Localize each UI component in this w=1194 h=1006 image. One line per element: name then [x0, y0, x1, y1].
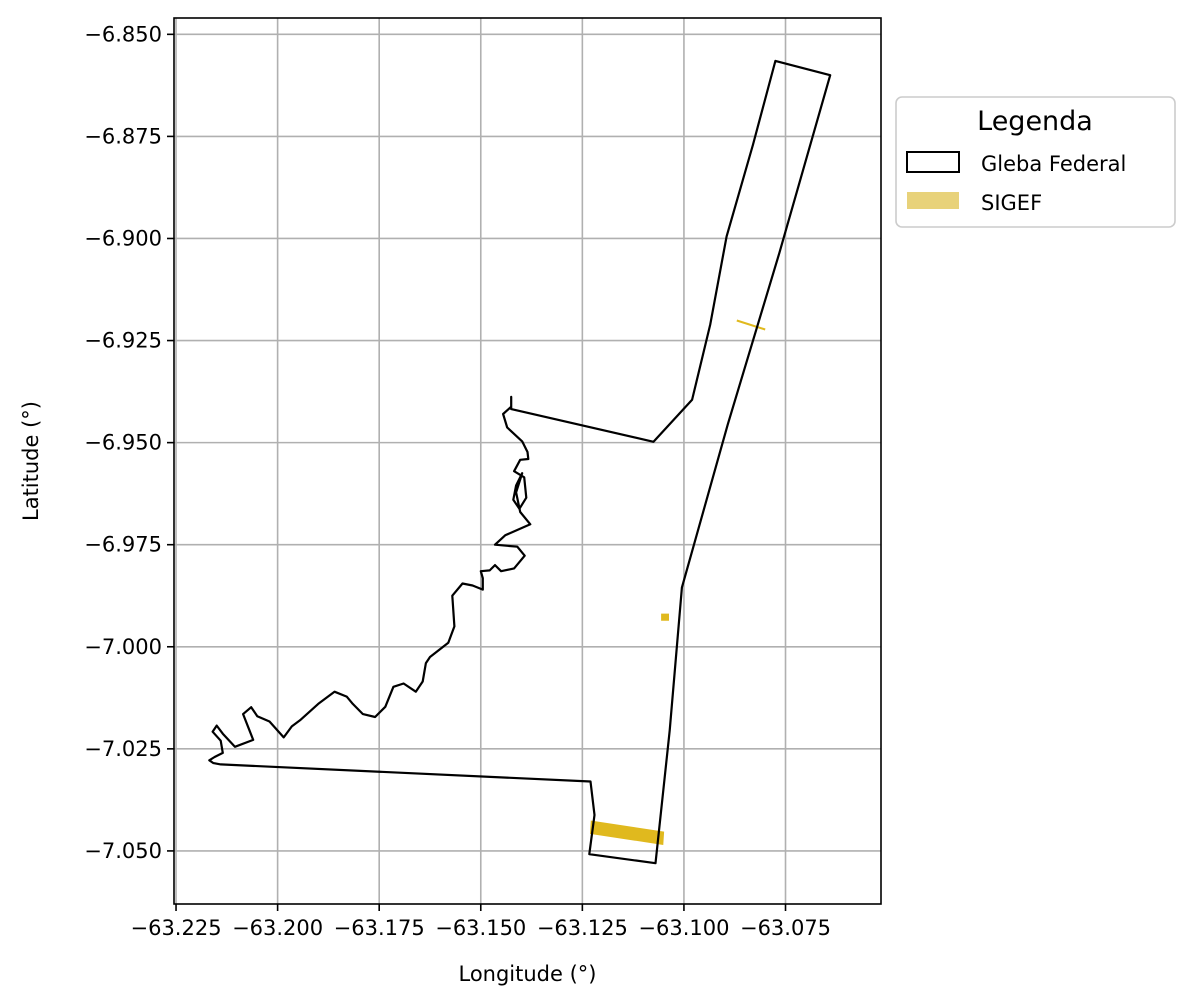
x-tick-label: −63.150 [435, 916, 526, 940]
x-tick-label: −63.075 [740, 916, 831, 940]
legend-swatch-gleba-federal [906, 151, 960, 173]
legend: Legenda Gleba Federal SIGEF [895, 96, 1176, 228]
legend-title: Legenda [977, 106, 1093, 137]
grid-lines [174, 18, 881, 904]
x-tick-label: −63.225 [130, 916, 221, 940]
y-tick-label: −6.875 [84, 124, 162, 148]
x-axis-label: Longitude (°) [458, 962, 596, 986]
y-tick-label: −7.025 [84, 737, 162, 761]
sigef-line [736, 319, 766, 331]
x-tick-label: −63.175 [334, 916, 425, 940]
y-tick-label: −6.900 [84, 226, 162, 250]
legend-label-gleba-federal: Gleba Federal [981, 152, 1126, 176]
y-tick-label: −6.975 [84, 533, 162, 557]
axes-frame [173, 17, 882, 905]
map-layers [208, 59, 832, 865]
sigef-parcel [661, 613, 669, 621]
y-tick-label: −6.925 [84, 329, 162, 353]
y-tick-label: −7.050 [84, 839, 162, 863]
legend-swatch-sigef [907, 192, 959, 209]
y-axis-ticks: −6.850 −6.875 −6.900 −6.925 −6.950 −6.975 −7.0… [84, 22, 174, 863]
legend-label-sigef: SIGEF [981, 191, 1042, 215]
x-axis-ticks: −63.225 −63.200 −63.175 −63.150 −63.125 −63.1… [130, 904, 831, 940]
legend-box [895, 96, 1176, 228]
y-tick-label: −7.000 [84, 635, 162, 659]
sigef-parcel [589, 820, 665, 845]
x-tick-label: −63.125 [537, 916, 628, 940]
x-tick-label: −63.200 [232, 916, 323, 940]
x-tick-label: −63.100 [638, 916, 729, 940]
y-axis-label: Latitude (°) [19, 401, 43, 521]
y-tick-label: −6.950 [84, 431, 162, 455]
gleba-federal-boundary [208, 59, 832, 865]
y-tick-label: −6.850 [84, 22, 162, 46]
